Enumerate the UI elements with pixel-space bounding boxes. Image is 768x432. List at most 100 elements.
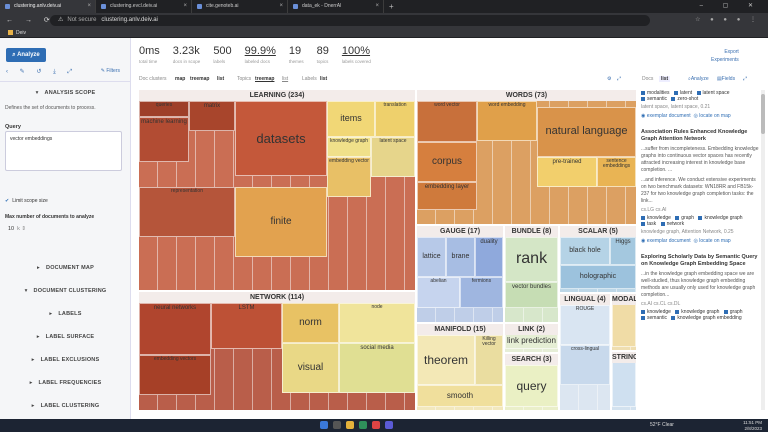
system-clock[interactable]: 11:51 PM 2/8/2023 (743, 420, 762, 431)
topic-cell[interactable]: abelian (417, 277, 460, 308)
topic-cell[interactable]: social media (339, 343, 415, 393)
max-docs-stepper[interactable]: 10 k ⇕ (8, 226, 27, 232)
topic-group-network[interactable]: neural networks norm visual embedding vecto… (139, 292, 415, 410)
section-labels[interactable]: ▸ LABELS (49, 311, 82, 317)
topic-cell[interactable]: fermions (460, 277, 503, 308)
limit-scope-checkbox[interactable]: ✔ Limit scope size (5, 198, 48, 204)
topic-cell[interactable]: embedding vectors (139, 355, 211, 395)
topic-cell[interactable]: word vector (417, 101, 477, 142)
browser-tab[interactable]: data_ek - DnerrAl × (288, 0, 384, 13)
topic-cell[interactable]: neural networks (139, 303, 211, 355)
topic-cell[interactable]: datasets (235, 101, 327, 176)
tab-topics-list[interactable]: list (282, 76, 289, 82)
topic-cell[interactable]: natural language (537, 107, 636, 157)
expand-docs-icon[interactable]: ⤢ (743, 76, 748, 82)
topic-cell[interactable]: knowledge graph (327, 137, 371, 157)
topic-cell[interactable]: ROUGE (560, 305, 610, 345)
browser-tab[interactable]: clustering.anlv.deiv.ai × (0, 0, 96, 13)
topic-cell[interactable]: embedding vector (327, 157, 371, 197)
docs-scrollbar[interactable] (761, 90, 765, 410)
browser-tab[interactable]: clustering.evcl.deiv.ai × (96, 0, 192, 13)
doc-title[interactable]: Exploring Scholarly Data by Semantic Que… (641, 254, 758, 267)
topic-cell[interactable]: brane (446, 237, 475, 277)
topic-group-search[interactable]: query SEARCH (3) (505, 354, 558, 410)
tab-map[interactable]: map (175, 76, 186, 82)
fields-link[interactable]: ▤ Fields (717, 76, 736, 82)
topic-cell[interactable]: norm (282, 303, 339, 343)
topic-cell[interactable]: LSTM (211, 303, 282, 349)
topic-group-modal[interactable]: MODAL (2) (612, 294, 636, 350)
topic-cell[interactable]: link prediction (505, 333, 558, 349)
section-document-map[interactable]: ▸ DOCUMENT MAP (37, 265, 94, 271)
section-label-frequencies[interactable]: ▸ LABEL FREQUENCIES (29, 380, 102, 386)
topic-cell[interactable]: pre-trained (537, 157, 597, 187)
filters-link[interactable]: ✎ Filters (100, 68, 120, 74)
section-label-exclusions[interactable]: ▸ LABEL EXCLUSIONS (31, 357, 100, 363)
doc-links[interactable]: ◉ exemplar document ◎ locate on map (641, 238, 731, 244)
topic-cell[interactable]: query (505, 365, 558, 407)
weather-widget[interactable]: 52°F Clear (650, 422, 674, 428)
topic-cell[interactable]: holographic (560, 265, 636, 289)
export-links[interactable]: Export Experiments (711, 48, 739, 64)
extensions-icons[interactable]: ☆ ● ● ● ⋮ (695, 17, 760, 23)
settings-icon[interactable]: ⚙ (607, 76, 612, 82)
doc-links[interactable]: ◉ exemplar document ◎ locate on map (641, 113, 731, 119)
topic-cell[interactable]: items (327, 101, 375, 137)
topic-group-string[interactable]: STRING (612, 352, 636, 410)
nav-buttons[interactable]: ← → ⟳ (6, 17, 55, 24)
topic-cell[interactable]: black hole (560, 237, 610, 265)
topic-cell[interactable]: Higgs (610, 237, 636, 265)
url-field[interactable]: ⚠ Not secure clustering.anlv.deiv.ai (50, 15, 650, 26)
topic-group-words[interactable]: natural language corpus embedding layer wor… (417, 90, 636, 224)
topic-cell[interactable]: cross-lingual (560, 345, 610, 385)
scroll-thumb[interactable] (761, 94, 765, 134)
section-label-surface[interactable]: ▸ LABEL SURFACE (36, 334, 95, 340)
close-tab-icon[interactable]: × (183, 3, 187, 9)
analyze-button[interactable]: ⌕ Analyze (6, 48, 46, 62)
query-input[interactable]: vector embeddings (5, 131, 122, 171)
topic-group-manifold[interactable]: theorem Killing vector smooth MANIFOLD (15) (417, 324, 503, 410)
topic-cell[interactable]: smooth (417, 385, 503, 407)
topic-cell[interactable]: lattice (417, 237, 446, 277)
topic-cell[interactable] (612, 303, 636, 347)
section-document-clustering[interactable]: ▾ DOCUMENT CLUSTERING (24, 288, 107, 294)
close-tab-icon[interactable]: × (375, 3, 379, 9)
topic-cell[interactable]: latent space (371, 137, 415, 177)
topic-cell[interactable]: duality (475, 237, 503, 277)
topic-cell[interactable]: matrix (189, 101, 235, 131)
close-tab-icon[interactable]: × (279, 3, 283, 9)
tab-topics-treemap[interactable]: treemap (255, 76, 275, 82)
topic-cell[interactable]: vector bundles (505, 282, 558, 308)
topic-cell[interactable]: finite (235, 187, 327, 257)
taskbar-apps[interactable] (320, 421, 393, 429)
topic-cell[interactable]: representation (139, 187, 235, 237)
section-label-clustering[interactable]: ▸ LABEL CLUSTERING (31, 403, 100, 409)
topic-cell[interactable] (612, 361, 636, 407)
topic-cell[interactable]: visual (282, 343, 339, 393)
topic-cell[interactable]: corpus (417, 142, 477, 182)
topic-group-scalar[interactable]: black hole Higgs holographic SCALAR (5) (560, 226, 636, 292)
topic-group-learning[interactable]: datasets machine learning matrix items trans… (139, 90, 415, 290)
topic-cell[interactable]: node (339, 303, 415, 343)
tab-docs-list[interactable]: list (659, 76, 671, 82)
topic-cell[interactable]: Killing vector (475, 335, 503, 385)
topic-cell[interactable]: rank (505, 237, 558, 282)
analyze-link[interactable]: ⌕ Analyze (688, 76, 709, 82)
topic-cell[interactable]: translation (375, 101, 415, 137)
topic-cell[interactable]: queries (139, 101, 189, 117)
browser-tab[interactable]: cite.genoteb.ai × (192, 0, 288, 13)
close-tab-icon[interactable]: × (87, 3, 91, 9)
expand-icon[interactable]: ⤢ (617, 76, 622, 82)
bookmark-item[interactable]: Deiv (16, 30, 27, 36)
new-tab-button[interactable]: + (389, 2, 394, 11)
topic-cell[interactable]: machine learning (139, 117, 189, 162)
sidebar-toolbar[interactable]: ‹ ✎ ↺ ⤓ ⤢ (6, 68, 77, 76)
topic-group-bundle[interactable]: rank vector bundles BUNDLE (8) (505, 226, 558, 322)
topic-group-link[interactable]: link prediction LINK (2) (505, 324, 558, 352)
tab-treemap[interactable]: treemap (190, 76, 210, 82)
topic-group-gauge[interactable]: lattice brane duality abelian fermions GAUGE … (417, 226, 503, 322)
tab-list[interactable]: list (217, 76, 225, 82)
topic-group-lingual[interactable]: ROUGE cross-lingual LINGUAL (4) (560, 294, 610, 410)
topic-cell[interactable]: theorem (417, 335, 475, 385)
topic-cell[interactable]: word embedding (477, 101, 537, 141)
